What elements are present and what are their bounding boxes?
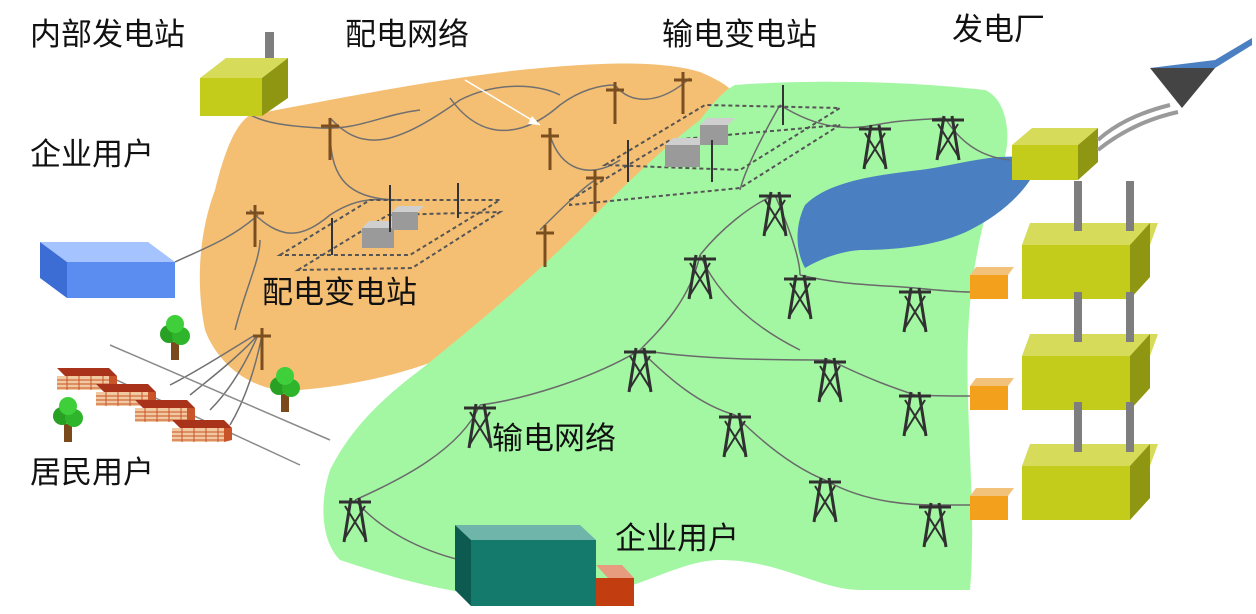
- label-distribution-substation: 配电变电站: [262, 275, 417, 311]
- transmission-substation-frame: [569, 103, 844, 207]
- lake-icon: [797, 156, 1040, 268]
- label-enterprise-user-bottom: 企业用户: [615, 521, 739, 557]
- pointer-line: [464, 79, 541, 126]
- distribution-substation-frame: [276, 199, 504, 272]
- house-icons: [56, 367, 233, 443]
- label-residential-user: 居民用户: [30, 455, 154, 491]
- enterprise-user-teal-icon: [455, 525, 634, 606]
- pointer-arrow: [528, 116, 540, 125]
- label-power-plant: 发电厂: [952, 12, 1045, 48]
- factory-icon: [970, 402, 1158, 520]
- power-plant-icon: [1012, 103, 1179, 180]
- internal-station-icon: [200, 32, 288, 116]
- label-transmission-substation: 输电变电站: [662, 17, 817, 53]
- label-enterprise-user-top: 企业用户: [30, 137, 154, 173]
- small-tower-icons: [331, 85, 784, 255]
- label-distribution-network: 配电网络: [345, 17, 469, 53]
- transformer-icon: [665, 118, 735, 167]
- enterprise-user-blue-icon: [40, 242, 175, 298]
- label-transmission-network: 输电网络: [492, 421, 616, 457]
- distribution-wires: [169, 77, 691, 426]
- distribution-region: [199, 63, 739, 391]
- factory-icon: [970, 292, 1158, 410]
- label-internal-station: 内部发电站: [30, 17, 185, 53]
- transformer-icon: [362, 206, 424, 248]
- hopper-icon: [1150, 38, 1252, 108]
- transmission-wires: [354, 104, 1011, 561]
